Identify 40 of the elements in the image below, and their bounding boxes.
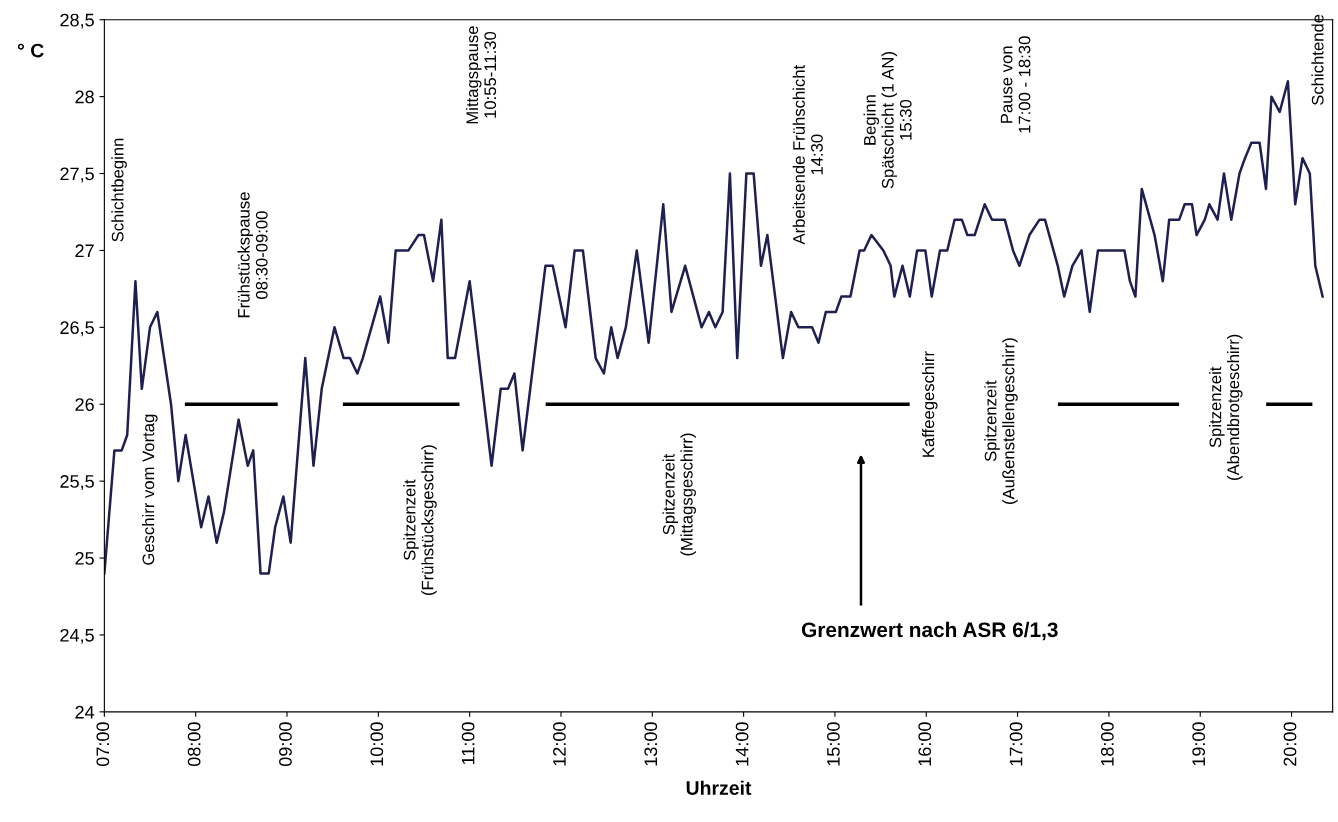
y-tick-label: 26 <box>75 398 94 411</box>
x-tick-label: 10:00 <box>370 722 384 766</box>
annotation: Spitzenzeit (Frühstücksgeschirr) <box>403 445 437 596</box>
x-tick-label: 09:00 <box>279 722 292 767</box>
y-tick-label: 24,5 <box>60 628 94 644</box>
annotation: Beginn Spätschicht (1 AN) 15:30 <box>863 52 912 189</box>
y-tick-label: 26,5 <box>60 321 94 337</box>
y-tick-label: 25 <box>75 551 94 565</box>
annotation: Spitzenzeit (Außenstellengeschirr) <box>984 338 1018 504</box>
y-tick-label: 24 <box>75 705 95 719</box>
annotation: Mittagspause 10:55-11:30 <box>465 26 497 124</box>
x-axis-title: Uhrzeit <box>686 780 752 795</box>
x-tick-label: 12:00 <box>553 722 566 766</box>
y-axis-title: ° C <box>17 43 44 58</box>
annotation: Schichtbeginn <box>111 138 127 242</box>
annotation: Geschirr vom Vortag <box>142 414 158 565</box>
annotation: Frühstückspause 08:30-09:00 <box>237 192 268 318</box>
x-tick-label: 17:00 <box>1009 722 1023 766</box>
x-tick-label: 07:00 <box>96 722 110 767</box>
x-tick-label: 11:00 <box>461 722 475 765</box>
annotation: Pause von 17:00 - 18:30 <box>1000 36 1031 133</box>
annotation: Schichtende <box>1311 14 1324 105</box>
y-tick-label: 25,5 <box>60 475 94 490</box>
x-tick-label: 16:00 <box>918 722 932 766</box>
y-tick-label: 28 <box>75 90 94 104</box>
x-tick-label: 18:00 <box>1100 722 1114 766</box>
annotation: Arbeitsende Frühschicht 14:30 <box>792 64 823 245</box>
y-tick-label: 28,5 <box>60 13 94 29</box>
annotation: Spitzenzeit (Abendbrotgeschirr) <box>1209 334 1243 480</box>
x-tick-label: 13:00 <box>644 722 658 766</box>
x-tick-label: 19:00 <box>1192 722 1206 766</box>
y-tick-label: 27,5 <box>60 167 94 183</box>
y-tick-label: 27 <box>75 244 94 257</box>
annotation: Kaffeegeschirr <box>922 351 938 457</box>
annotation: Grenzwert nach ASR 6/1,3 <box>801 621 1058 641</box>
annotation: Spitzenzeit (Mittagsgeschirr) <box>662 433 696 556</box>
x-tick-label: 15:00 <box>827 722 840 766</box>
x-tick-label: 14:00 <box>735 722 749 766</box>
x-tick-label: 20:00 <box>1283 722 1297 766</box>
x-tick-label: 08:00 <box>187 722 201 767</box>
